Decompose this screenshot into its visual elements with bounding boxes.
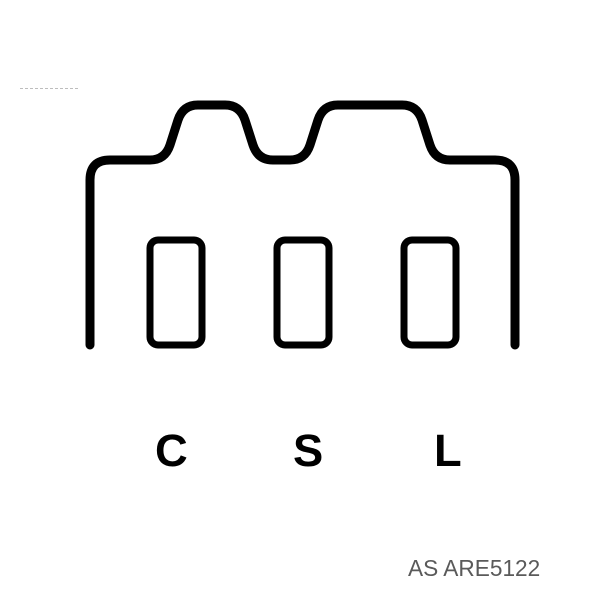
pin-label-c: C [155,425,188,477]
pin-group [150,240,456,345]
pin-rect-c [150,240,202,345]
connector-outline [90,105,515,345]
connector-diagram: C S L AS ARE5122 [0,0,600,600]
part-number-label: AS ARE5122 [408,555,540,582]
pin-rect-s [277,240,329,345]
cropmark [20,88,78,89]
pin-label-s: S [293,425,323,477]
pin-label-l: L [434,425,462,477]
connector-svg [0,0,600,600]
pin-rect-l [404,240,456,345]
